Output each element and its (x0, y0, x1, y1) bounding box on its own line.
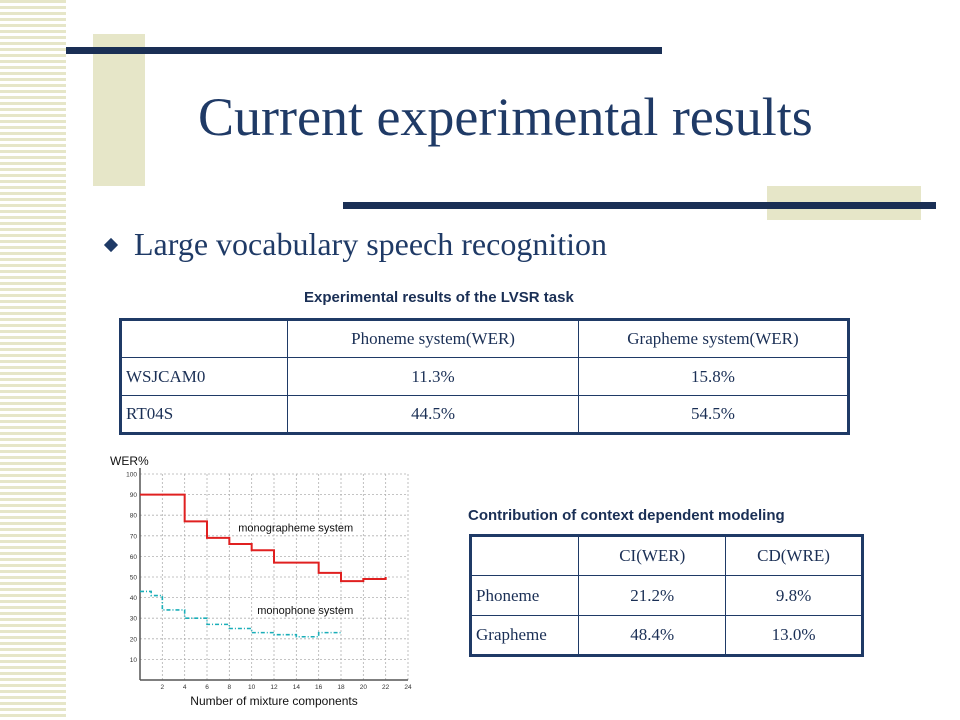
table-cell: 44.5% (287, 395, 579, 434)
table-header-row: Phoneme system(WER) Grapheme system(WER) (119, 319, 850, 358)
chart-y-tick-label: 60 (130, 554, 138, 561)
table-cell: 15.8% (577, 357, 850, 396)
chart-x-tick-label: 12 (270, 684, 278, 691)
table-header-cell: CD(WRE) (725, 535, 863, 576)
table-cell: 21.2% (578, 575, 727, 616)
decorative-bottom-rule (343, 202, 936, 209)
table-row: Grapheme 48.4% 13.0% (469, 615, 863, 656)
chart-series-line (140, 493, 387, 583)
table-header-cell (119, 319, 289, 358)
decorative-top-rule (66, 47, 662, 54)
chart-series-label: monophone system (257, 605, 353, 617)
chart-x-tick-label: 6 (205, 684, 209, 691)
table-row: Phoneme 21.2% 9.8% (469, 575, 863, 616)
table-header-cell: Grapheme system(WER) (577, 319, 850, 358)
table-row-label: Grapheme (469, 615, 580, 656)
table-cell: 48.4% (578, 615, 727, 656)
chart-x-tick-label: 24 (404, 684, 412, 691)
chart-x-tick-label: 18 (337, 684, 345, 691)
chart-y-tick-label: 30 (130, 616, 138, 623)
chart-y-axis-label: WER% (110, 454, 149, 468)
chart-x-tick-label: 14 (293, 684, 301, 691)
table-cell: 13.0% (725, 615, 863, 656)
chart-y-tick-label: 40 (130, 595, 138, 602)
table-cell: 11.3% (287, 357, 579, 396)
chart-series-line (140, 590, 341, 638)
diamond-bullet-icon (103, 237, 119, 252)
chart-x-axis-label: Number of mixture components (190, 694, 357, 708)
bullet-text: Large vocabulary speech recognition (134, 226, 607, 262)
chart-y-tick-label: 80 (130, 513, 138, 520)
chart-x-tick-label: 20 (360, 684, 368, 691)
chart-y-tick-label: 20 (130, 636, 138, 643)
table-row-label: RT04S (119, 395, 289, 434)
lvsr-results-table: Phoneme system(WER) Grapheme system(WER)… (119, 318, 850, 435)
chart-x-tick-label: 16 (315, 684, 323, 691)
table-header-cell (469, 535, 580, 576)
striped-side-band (0, 0, 66, 720)
slide-title: Current experimental results (198, 87, 813, 147)
chart-y-tick-label: 10 (130, 657, 138, 664)
table-header-row: CI(WER) CD(WRE) (469, 535, 863, 576)
lvsr-table-caption: Experimental results of the LVSR task (304, 289, 574, 306)
chart-y-tick-label: 90 (130, 492, 138, 499)
table-row: RT04S 44.5% 54.5% (119, 395, 850, 434)
table-row-label: WSJCAM0 (119, 357, 289, 396)
table-cell: 9.8% (725, 575, 863, 616)
chart-y-tick-label: 100 (126, 472, 137, 479)
cd-table-caption: Contribution of context dependent modeli… (468, 507, 785, 524)
chart-y-tick-label: 50 (130, 575, 138, 582)
bullet-item: Large vocabulary speech recognition (103, 226, 607, 263)
chart-x-tick-label: 10 (248, 684, 256, 691)
table-row-label: Phoneme (469, 575, 580, 616)
decorative-vertical-bar (93, 34, 145, 186)
chart-x-tick-label: 2 (161, 684, 165, 691)
table-header-cell: Phoneme system(WER) (287, 319, 579, 358)
context-dependent-table: CI(WER) CD(WRE) Phoneme 21.2% 9.8% Graph… (469, 534, 864, 657)
chart-x-tick-label: 4 (183, 684, 187, 691)
chart-x-tick-label: 8 (228, 684, 232, 691)
table-header-cell: CI(WER) (578, 535, 727, 576)
table-cell: 54.5% (577, 395, 850, 434)
chart-series-label: monographeme system (238, 523, 353, 535)
chart-x-tick-label: 22 (382, 684, 390, 691)
table-row: WSJCAM0 11.3% 15.8% (119, 357, 850, 396)
chart-y-tick-label: 70 (130, 533, 138, 540)
wer-chart: 10 20 30 40 50 60 70 80 90 100 2 4 6 8 10 12 14 16 18 20 22 2… (98, 450, 428, 717)
